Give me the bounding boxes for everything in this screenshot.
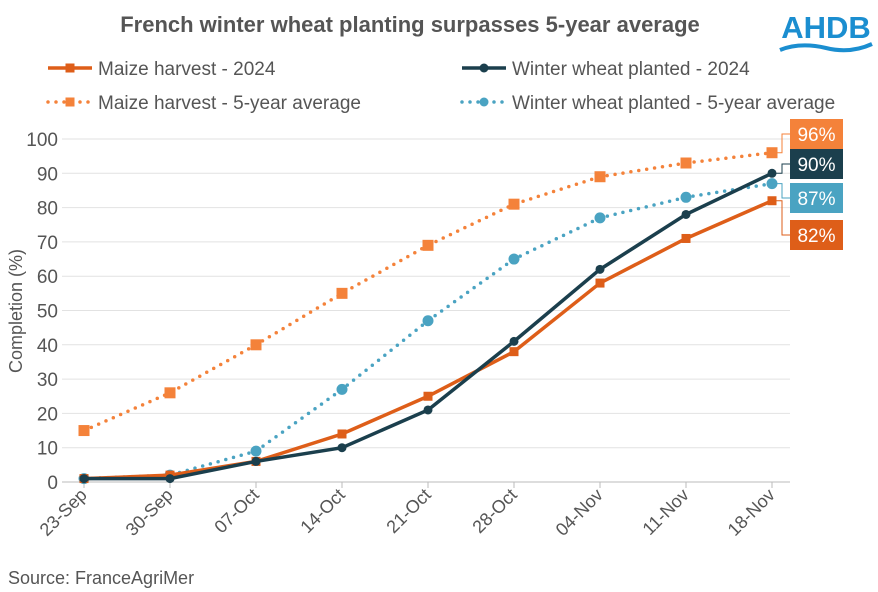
end-label-text: 96%: [797, 125, 835, 146]
y-tick-label: 30: [37, 370, 58, 391]
end-label-box: [790, 220, 843, 250]
data-point-square: [65, 97, 75, 107]
legend-label: Maize harvest - 5-year average: [98, 93, 361, 114]
data-point-circle: [595, 264, 605, 274]
data-point-circle: [479, 63, 489, 73]
data-point-square: [595, 278, 605, 288]
x-tick-label: 14-Oct: [296, 485, 348, 537]
data-point-square: [78, 425, 90, 437]
x-axis-ticks: 23-Sep 30-Sep 07-Oct 14-Oct 21-Oct 28-Oct 04-N…: [36, 482, 779, 540]
y-tick-label: 80: [37, 199, 58, 220]
x-tick-label: 18-Nov: [724, 485, 779, 540]
data-point-square: [681, 233, 691, 243]
data-point-square: [423, 391, 433, 401]
series-0: [79, 196, 777, 484]
legend-label: Winter wheat planted - 5-year average: [512, 93, 835, 114]
data-point-circle: [681, 209, 691, 219]
end-label: 87%: [772, 183, 843, 213]
chart-title: French winter wheat planting surpasses 5…: [120, 12, 700, 37]
end-label-box: [790, 149, 843, 179]
data-point-square: [336, 287, 348, 299]
data-point-circle: [165, 474, 175, 484]
data-point-square: [594, 171, 606, 183]
data-point-square: [508, 198, 520, 210]
x-tick-label: 11-Nov: [639, 485, 693, 539]
data-point-circle: [337, 443, 347, 453]
data-point-circle: [509, 336, 519, 346]
source-note: Source: FranceAgriMer: [8, 568, 194, 588]
data-point-square: [422, 239, 434, 251]
series-1: [79, 168, 777, 484]
end-label: 82%: [772, 200, 843, 250]
y-tick-label: 90: [37, 164, 58, 185]
y-tick-label: 40: [37, 336, 58, 357]
y-tick-label: 70: [37, 233, 58, 254]
y-tick-label: 10: [37, 439, 58, 460]
data-point-circle: [251, 456, 261, 466]
data-point-circle: [594, 212, 606, 224]
data-point-circle: [680, 191, 692, 203]
data-point-circle: [508, 253, 520, 265]
y-tick-label: 100: [26, 130, 58, 151]
data-point-circle: [336, 383, 348, 395]
x-tick-label: 04-Nov: [552, 485, 607, 540]
end-label-text: 82%: [797, 226, 835, 247]
data-point-circle: [422, 315, 434, 327]
legend-item: Winter wheat planted - 5-year average: [460, 93, 835, 114]
legend-label: Maize harvest - 2024: [98, 59, 276, 80]
leader-line: [772, 200, 790, 236]
ahdb-logo: AHDB: [779, 10, 873, 53]
logo-text: AHDB: [781, 10, 871, 45]
end-label-text: 90%: [797, 155, 835, 176]
data-point-square: [680, 157, 692, 169]
y-axis-label: Completion (%): [6, 249, 26, 373]
y-tick-label: 60: [37, 267, 58, 288]
legend-label: Winter wheat planted - 2024: [512, 59, 750, 80]
y-tick-label: 50: [37, 302, 58, 323]
y-tick-label: 0: [47, 473, 58, 494]
gridlines: [62, 138, 790, 483]
legend-item: Winter wheat planted - 2024: [462, 59, 750, 80]
data-point-circle: [423, 405, 433, 415]
legend-item: Maize harvest - 5-year average: [46, 93, 361, 114]
end-label: 96%: [772, 119, 843, 154]
legend-item: Maize harvest - 2024: [48, 59, 276, 80]
data-point-circle: [79, 474, 89, 484]
series-line: [82, 150, 774, 433]
data-point-square: [337, 429, 347, 439]
leader-line: [772, 183, 790, 199]
x-tick-label: 21-Oct: [382, 485, 434, 537]
series-layer: [78, 147, 778, 485]
series-line: [82, 181, 774, 481]
end-label-box: [790, 119, 843, 149]
y-axis-ticks: 0 10 20 30 40 50 60 70 80 90 100: [26, 130, 58, 494]
x-tick-label: 30-Sep: [122, 485, 177, 540]
end-labels: 82% 90% 96% 87%: [772, 119, 843, 250]
data-point-square: [509, 347, 519, 357]
legend: Maize harvest - 2024 Winter wheat planted…: [46, 59, 835, 114]
x-tick-label: 07-Oct: [210, 485, 262, 537]
leader-line: [772, 163, 790, 174]
end-label-box: [790, 183, 843, 213]
data-point-circle: [479, 97, 489, 107]
data-point-circle: [250, 445, 262, 457]
leader-line: [772, 133, 790, 154]
data-point-square: [164, 387, 176, 399]
x-tick-label: 28-Oct: [468, 485, 520, 537]
data-point-square: [65, 63, 75, 73]
end-label: 90%: [772, 149, 843, 179]
data-point-square: [250, 339, 262, 351]
x-tick-label: 23-Sep: [36, 485, 91, 540]
end-label-text: 87%: [797, 189, 835, 210]
y-tick-label: 20: [37, 404, 58, 425]
